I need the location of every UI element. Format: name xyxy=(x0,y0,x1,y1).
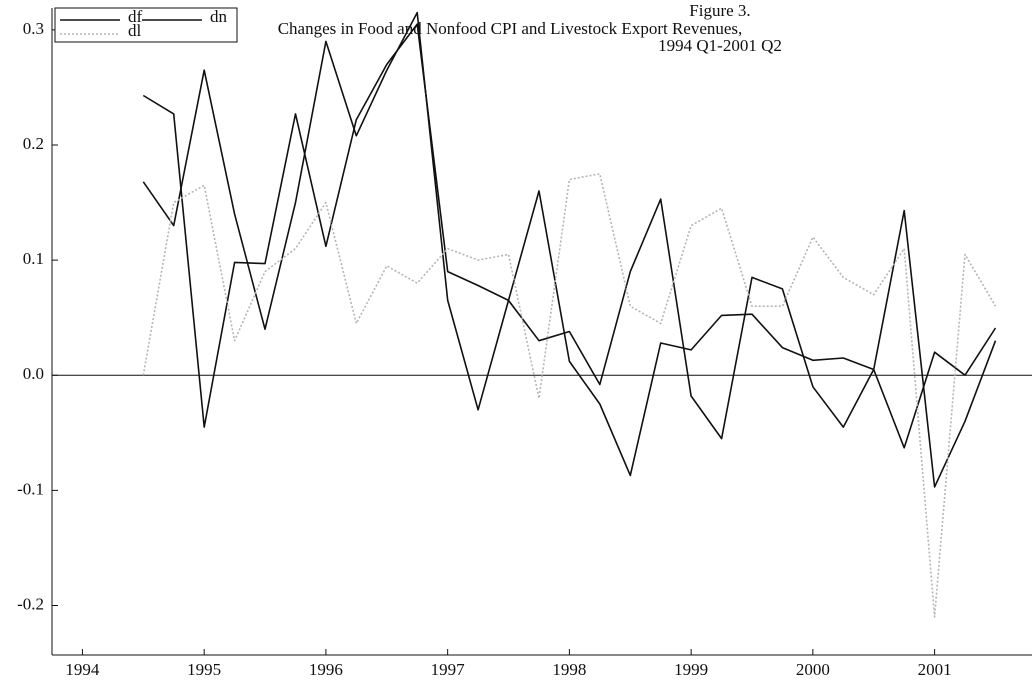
legend-label: dn xyxy=(210,7,228,26)
x-tick-label: 2001 xyxy=(918,660,952,679)
x-tick-label: 1994 xyxy=(65,660,100,679)
chart-title: Changes in Food and Nonfood CPI and Live… xyxy=(278,19,743,38)
legend-label: df xyxy=(128,7,143,26)
series-line xyxy=(142,173,997,618)
y-tick-label: 0.0 xyxy=(23,364,44,383)
x-tick-label: 1998 xyxy=(552,660,586,679)
series-line xyxy=(142,11,997,477)
legend-label: dl xyxy=(128,21,142,40)
y-tick-label: 0.1 xyxy=(23,249,44,268)
y-tick-label: 0.2 xyxy=(23,134,44,153)
x-tick-label: 1995 xyxy=(187,660,221,679)
y-tick-label: -0.1 xyxy=(17,479,44,498)
legend-box xyxy=(54,7,238,43)
x-tick-label: 1999 xyxy=(674,660,708,679)
series-line xyxy=(142,23,997,488)
x-tick-label: 1996 xyxy=(309,660,343,679)
chart-title: Figure 3. xyxy=(689,1,750,20)
chart-title: 1994 Q1-2001 Q2 xyxy=(658,36,782,55)
x-tick-label: 1997 xyxy=(431,660,466,679)
y-tick-label: -0.2 xyxy=(17,594,44,613)
x-tick-label: 2000 xyxy=(796,660,830,679)
y-tick-label: 0.3 xyxy=(23,19,44,38)
